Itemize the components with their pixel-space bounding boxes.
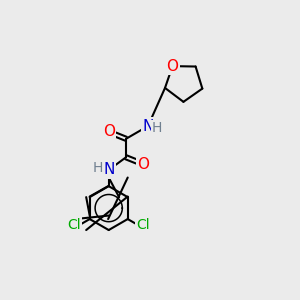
Text: N: N bbox=[142, 118, 154, 134]
Text: Cl: Cl bbox=[136, 218, 150, 233]
Text: Cl: Cl bbox=[68, 218, 81, 233]
Text: O: O bbox=[137, 157, 149, 172]
Text: H: H bbox=[152, 122, 162, 135]
Text: O: O bbox=[103, 124, 115, 140]
Text: N: N bbox=[103, 163, 114, 178]
Text: O: O bbox=[167, 58, 178, 74]
Text: H: H bbox=[93, 161, 104, 175]
